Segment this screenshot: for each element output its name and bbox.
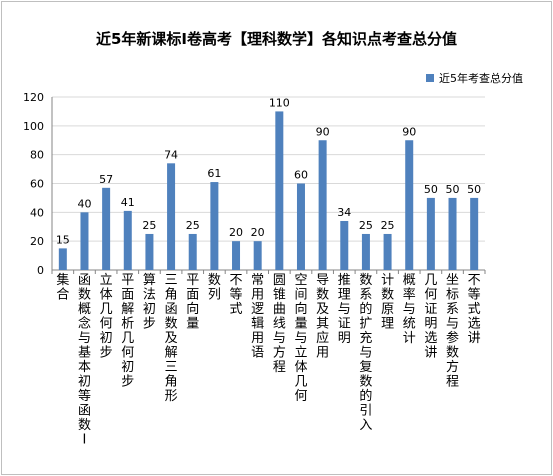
bar bbox=[275, 111, 284, 271]
data-label: 25 bbox=[186, 219, 200, 232]
x-tick-label: 集合 bbox=[56, 272, 69, 303]
x-tick-label: 数系的扩充与复数的引入 bbox=[359, 273, 372, 433]
bar bbox=[210, 182, 219, 270]
x-tick-label: 计数原理 bbox=[381, 273, 394, 332]
data-label: 34 bbox=[337, 206, 351, 219]
x-tick-label: 不等式选讲 bbox=[468, 273, 481, 346]
x-tick-label: 算法初步 bbox=[143, 273, 156, 332]
bar bbox=[426, 197, 435, 270]
chart-title: 近5年新课标Ⅰ卷高考【理科数学】各知识点考查总分值 bbox=[95, 30, 458, 48]
y-tick-label: 80 bbox=[30, 149, 44, 162]
x-tick-label: 数列 bbox=[208, 273, 221, 303]
x-tick-label: 推理与证明 bbox=[338, 273, 351, 346]
x-tick-label: 平面向量 bbox=[186, 273, 199, 332]
x-tick-label: 概率与统计 bbox=[403, 273, 416, 346]
data-label: 61 bbox=[207, 167, 221, 180]
x-tick-label: 函数概念与基本初等函数 Ⅰ bbox=[78, 273, 91, 448]
x-tick-label: 立体几何初步 bbox=[100, 273, 113, 361]
x-tick-label: 三角函数及解三角形 bbox=[165, 273, 178, 404]
x-tick-label: 坐标系与参数方程 bbox=[446, 273, 459, 390]
data-label: 20 bbox=[251, 226, 265, 239]
bar bbox=[58, 248, 67, 270]
data-label: 74 bbox=[164, 148, 178, 161]
data-label: 50 bbox=[424, 183, 438, 196]
data-label: 41 bbox=[121, 196, 135, 209]
y-tick-label: 60 bbox=[30, 178, 44, 191]
x-tick-label: 圆锥曲线与方程 bbox=[273, 273, 286, 375]
bar bbox=[123, 210, 132, 270]
y-tick-label: 120 bbox=[23, 91, 44, 104]
bar bbox=[318, 140, 327, 270]
data-label: 15 bbox=[56, 233, 70, 246]
bar bbox=[296, 183, 305, 270]
bar bbox=[80, 212, 89, 270]
bar bbox=[340, 220, 349, 270]
y-tick-label: 40 bbox=[30, 206, 44, 219]
data-label: 60 bbox=[294, 169, 308, 182]
y-tick-label: 20 bbox=[30, 235, 44, 248]
bar bbox=[383, 233, 392, 270]
legend: 近5年考查总分值 bbox=[426, 70, 523, 86]
bar bbox=[470, 197, 479, 270]
bar bbox=[145, 233, 154, 270]
data-label: 57 bbox=[99, 173, 113, 186]
data-label: 25 bbox=[359, 219, 373, 232]
data-label: 25 bbox=[142, 219, 156, 232]
x-tick-label: 几何证明选讲 bbox=[424, 273, 437, 361]
x-tick-label: 空间向量与立体几何 bbox=[294, 273, 307, 404]
data-label: 20 bbox=[229, 226, 243, 239]
bar bbox=[448, 197, 457, 270]
x-tick-label: 常用逻辑用语 bbox=[251, 273, 264, 361]
data-label: 50 bbox=[446, 183, 460, 196]
x-tick-label: 不等式 bbox=[230, 273, 243, 317]
data-label: 25 bbox=[381, 219, 395, 232]
bar bbox=[361, 233, 370, 270]
x-tick-label: 平面解析几何初步 bbox=[121, 273, 134, 390]
legend-label: 近5年考查总分值 bbox=[439, 72, 523, 85]
legend-swatch bbox=[426, 74, 434, 82]
bar bbox=[405, 140, 414, 270]
data-label: 90 bbox=[316, 125, 330, 138]
data-label: 90 bbox=[402, 125, 416, 138]
data-label: 40 bbox=[77, 197, 91, 210]
x-tick-label: 导数及其应用 bbox=[316, 273, 329, 361]
y-tick-label: 0 bbox=[37, 264, 44, 277]
bar bbox=[167, 163, 176, 270]
bar bbox=[102, 187, 111, 270]
data-label: 50 bbox=[467, 183, 481, 196]
y-tick-label: 100 bbox=[23, 120, 44, 133]
bar bbox=[232, 241, 241, 270]
bar bbox=[188, 233, 197, 270]
data-label: 110 bbox=[269, 96, 290, 109]
bar bbox=[253, 241, 262, 270]
